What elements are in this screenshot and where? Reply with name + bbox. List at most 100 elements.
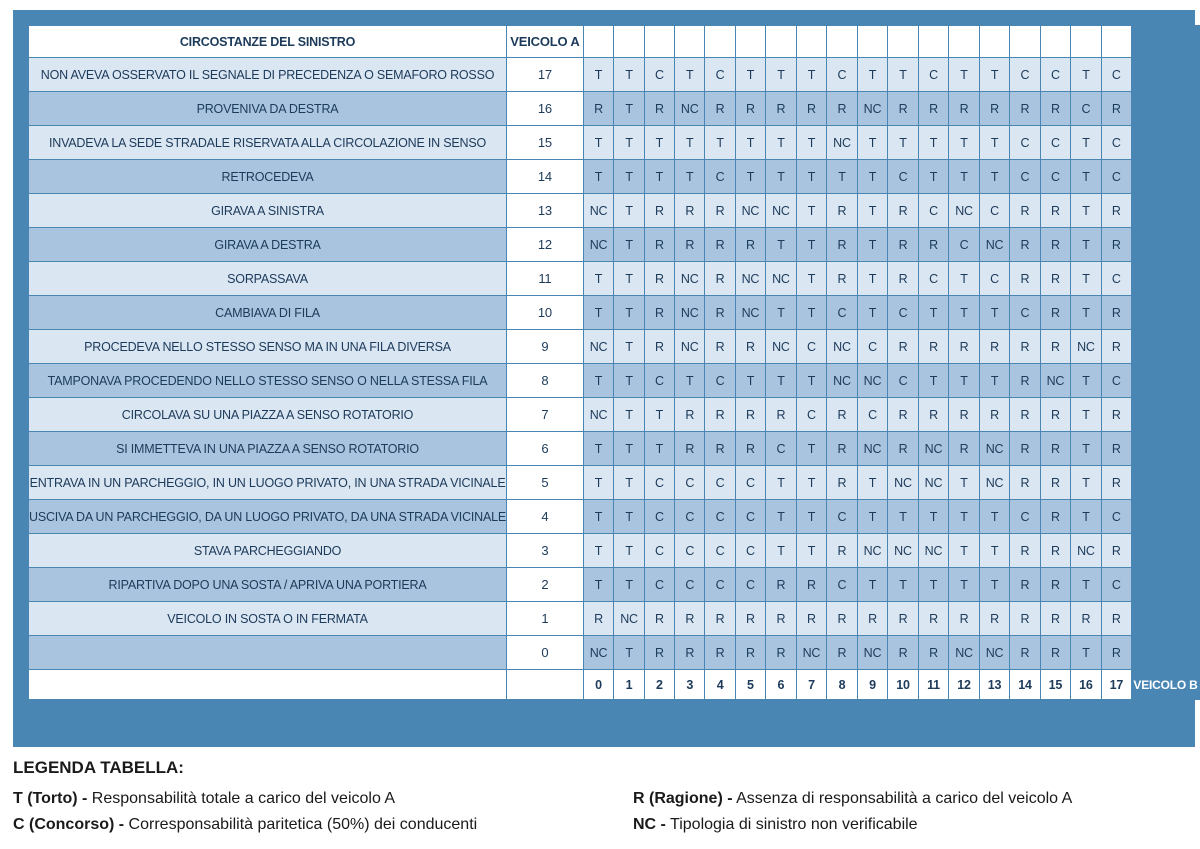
responsibility-cell: R: [826, 465, 858, 500]
header-blank-cell: [734, 25, 767, 58]
vehicle-b-number: 12: [948, 669, 980, 700]
responsibility-cell: R: [1100, 465, 1133, 500]
responsibility-cell: R: [643, 91, 675, 126]
responsibility-cell: R: [795, 601, 828, 636]
responsibility-cell: R: [673, 601, 706, 636]
table-row: USCIVA DA UN PARCHEGGIO, DA UN LUOGO PRI…: [27, 499, 1200, 534]
responsibility-cell: R: [887, 635, 919, 670]
responsibility-cell: R: [704, 193, 736, 228]
responsibility-cell: T: [613, 635, 645, 670]
responsibility-cell: R: [1009, 363, 1041, 398]
responsibility-cell: R: [1009, 465, 1041, 500]
responsibility-cell: C: [1100, 261, 1133, 296]
responsibility-cell: NC: [673, 261, 706, 296]
circumstance-label: USCIVA DA UN PARCHEGGIO, DA UN LUOGO PRI…: [27, 499, 508, 534]
panel-spacer: [1131, 567, 1200, 602]
responsibility-cell: T: [917, 499, 950, 534]
responsibility-cell: C: [1009, 499, 1041, 534]
table-row: INVADEVA LA SEDE STRADALE RISERVATA ALLA…: [27, 125, 1200, 160]
footer-blank: [506, 669, 584, 700]
responsibility-cell: T: [948, 499, 980, 534]
responsibility-cell: R: [826, 397, 858, 432]
circumstance-label: NON AVEVA OSSERVATO IL SEGNALE DI PRECED…: [27, 57, 508, 92]
responsibility-cell: R: [734, 397, 767, 432]
responsibility-cell: T: [978, 567, 1011, 602]
responsibility-cell: R: [704, 635, 736, 670]
responsibility-cell: C: [1070, 91, 1102, 126]
vehicle-a-number: 13: [506, 193, 584, 228]
table-row: RIPARTIVA DOPO UNA SOSTA / APRIVA UNA PO…: [27, 567, 1200, 602]
responsibility-cell: NC: [917, 465, 950, 500]
responsibility-cell: R: [765, 635, 797, 670]
circumstance-label: [27, 635, 508, 670]
vehicle-a-number: 11: [506, 261, 584, 296]
table-row: GIRAVA A DESTRA 12 NC T R R R R T T R T R R C NC R R T R: [27, 227, 1200, 262]
circumstance-label: CIRCOLAVA SU UNA PIAZZA A SENSO ROTATORI…: [27, 397, 508, 432]
responsibility-cell: T: [917, 125, 950, 160]
responsibility-cell: R: [643, 295, 675, 330]
responsibility-cell: T: [795, 431, 828, 466]
circumstance-label: CAMBIAVA DI FILA: [27, 295, 508, 330]
panel-spacer: [1131, 193, 1200, 228]
responsibility-cell: T: [795, 125, 828, 160]
responsibility-cell: T: [978, 295, 1011, 330]
responsibility-cell: R: [1100, 601, 1133, 636]
responsibility-cell: T: [1070, 125, 1102, 160]
responsibility-cell: T: [948, 465, 980, 500]
circumstance-label: GIRAVA A SINISTRA: [27, 193, 508, 228]
responsibility-cell: T: [795, 261, 828, 296]
responsibility-cell: R: [1009, 567, 1041, 602]
responsibility-cell: R: [1039, 227, 1072, 262]
responsibility-cell: NC: [795, 635, 828, 670]
responsibility-cell: T: [765, 125, 797, 160]
responsibility-cell: R: [948, 397, 980, 432]
header-blank-cell: [765, 25, 797, 58]
vehicle-b-number: 13: [978, 669, 1011, 700]
legend-item-torto: T (Torto) - Responsabilità totale a cari…: [13, 790, 396, 807]
responsibility-cell: T: [1070, 465, 1102, 500]
responsibility-cell: R: [1039, 601, 1072, 636]
responsibility-cell: T: [582, 57, 615, 92]
panel-spacer: [1131, 125, 1200, 160]
responsibility-cell: T: [795, 57, 828, 92]
responsibility-cell: R: [887, 193, 919, 228]
responsibility-cell: T: [795, 533, 828, 568]
responsibility-cell: C: [1009, 295, 1041, 330]
header-blank-cell: [673, 25, 706, 58]
responsibility-cell: NC: [673, 329, 706, 364]
responsibility-cell: T: [948, 261, 980, 296]
responsibility-cell: T: [795, 227, 828, 262]
responsibility-cell: R: [673, 635, 706, 670]
vehicle-b-number: 9: [856, 669, 889, 700]
responsibility-cell: T: [978, 159, 1011, 194]
panel-spacer: [1131, 533, 1200, 568]
vehicle-a-number: 2: [506, 567, 584, 602]
table-row: SI IMMETTEVA IN UNA PIAZZA A SENSO ROTAT…: [27, 431, 1200, 466]
responsibility-cell: T: [582, 159, 615, 194]
responsibility-cell: R: [1100, 431, 1133, 466]
responsibility-cell: R: [704, 397, 736, 432]
responsibility-cell: C: [1039, 159, 1072, 194]
legend: LEGENDA TABELLA: T (Torto) - Responsabil…: [13, 758, 1193, 838]
responsibility-cell: T: [765, 499, 797, 534]
panel-spacer: [1131, 261, 1200, 296]
responsibility-cell: T: [582, 261, 615, 296]
responsibility-cell: R: [978, 329, 1011, 364]
responsibility-cell: T: [887, 57, 919, 92]
responsibility-cell: T: [582, 499, 615, 534]
responsibility-cell: C: [795, 329, 828, 364]
panel-spacer: [1131, 329, 1200, 364]
panel-spacer: [1131, 91, 1200, 126]
responsibility-cell: T: [795, 499, 828, 534]
table-row: CAMBIAVA DI FILA 10 T T R NC R NC T T C T C T T T C R T R: [27, 295, 1200, 330]
responsibility-cell: R: [765, 397, 797, 432]
circumstance-label: RIPARTIVA DOPO UNA SOSTA / APRIVA UNA PO…: [27, 567, 508, 602]
responsibility-cell: R: [826, 261, 858, 296]
responsibility-cell: T: [613, 125, 645, 160]
responsibility-cell: T: [643, 397, 675, 432]
responsibility-cell: NC: [917, 533, 950, 568]
responsibility-cell: C: [1039, 125, 1072, 160]
responsibility-cell: R: [734, 431, 767, 466]
responsibility-cell: NC: [582, 193, 615, 228]
responsibility-cell: T: [1070, 635, 1102, 670]
